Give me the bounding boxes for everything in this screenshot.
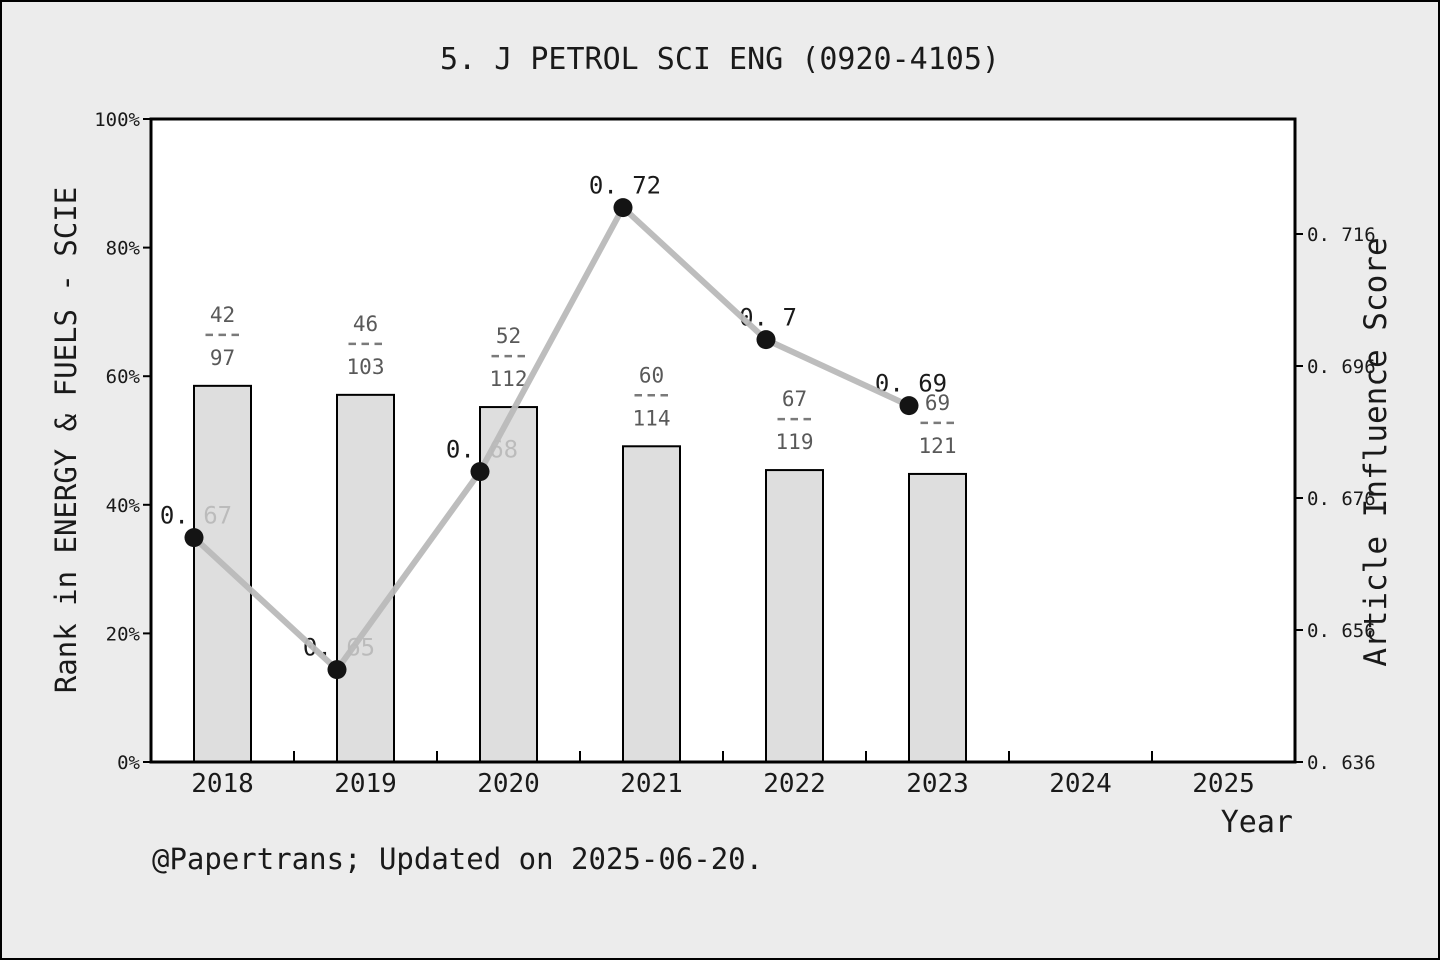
x-axis-tick-label-2018: 2018 <box>191 769 254 799</box>
article-influence-line <box>191 204 912 673</box>
bar-2023 <box>908 472 967 763</box>
fraction-numerator-2018: 42 <box>210 303 235 327</box>
data-point-2022 <box>756 330 776 350</box>
right-axis-tick-label-0.636: 0. 636 <box>1307 752 1376 774</box>
fraction-denominator-2020: 112 <box>490 367 528 391</box>
right-axis-tick-label-0.716: 0. 716 <box>1307 224 1376 246</box>
x-axis-tick-label-2023: 2023 <box>906 769 969 799</box>
x-axis-tick-label-2022: 2022 <box>763 769 826 799</box>
fraction-numerator-2019: 46 <box>353 312 378 336</box>
fraction-denominator-2022: 119 <box>776 430 814 454</box>
right-axis-tick-label-0.696: 0. 696 <box>1307 356 1376 378</box>
left-axis-tick-label-40%: 40% <box>106 495 141 517</box>
bar-2018 <box>193 384 252 763</box>
right-axis-tick-label-0.656: 0. 656 <box>1307 620 1376 642</box>
data-point-2023 <box>899 396 919 416</box>
bar-2022 <box>765 469 824 763</box>
x-axis-tick-label-2024: 2024 <box>1049 769 1112 799</box>
right-axis-tick-label-0.676: 0. 676 <box>1307 488 1376 510</box>
bar-2019 <box>336 393 395 763</box>
point-label-2021: 0. 72 <box>589 172 661 200</box>
x-axis-tick-label-2021: 2021 <box>620 769 683 799</box>
left-axis-tick-label-100%: 100% <box>94 109 140 131</box>
data-point-2021 <box>613 198 633 218</box>
fraction-numerator-2023: 69 <box>925 391 950 415</box>
bar-2020 <box>479 406 538 763</box>
x-axis-label: Year <box>1220 805 1293 840</box>
x-axis-tick-label-2020: 2020 <box>477 769 540 799</box>
point-label-2022: 0. 7 <box>739 304 797 332</box>
x-axis-tick-label-2025: 2025 <box>1192 769 1255 799</box>
watermark-footer: @Papertrans; Updated on 2025-06-20. <box>152 842 764 876</box>
data-point-2020 <box>470 462 490 482</box>
x-axis-tick-label-2019: 2019 <box>334 769 397 799</box>
plot-background <box>151 119 1295 762</box>
left-axis-tick-label-20%: 20% <box>106 623 141 645</box>
fraction-denominator-2019: 103 <box>347 355 385 379</box>
bar-2021 <box>622 445 681 763</box>
fraction-numerator-2022: 67 <box>782 387 807 411</box>
fraction-numerator-2020: 52 <box>496 324 521 348</box>
data-point-2019 <box>327 660 347 680</box>
chart-title: 5. J PETROL SCI ENG (0920-4105) <box>440 42 1000 77</box>
left-axis-tick-label-60%: 60% <box>106 366 141 388</box>
data-point-2018 <box>184 528 204 548</box>
fraction-numerator-2021: 60 <box>639 363 664 387</box>
left-axis-tick-label-80%: 80% <box>106 238 141 260</box>
fraction-denominator-2021: 114 <box>633 406 671 430</box>
fraction-denominator-2023: 121 <box>919 434 957 458</box>
left-axis-tick-label-0%: 0% <box>117 752 140 774</box>
fraction-denominator-2018: 97 <box>210 346 235 370</box>
